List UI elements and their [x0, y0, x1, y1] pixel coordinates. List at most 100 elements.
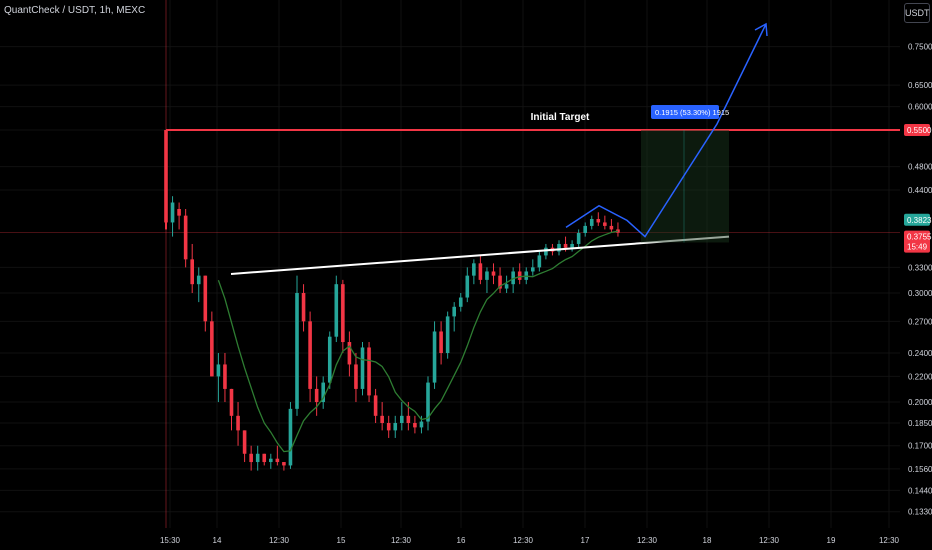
- currency-button[interactable]: USDT: [904, 3, 930, 23]
- y-tick-label: 0.2000: [908, 398, 932, 407]
- candle-body: [563, 243, 568, 248]
- y-tick-label: 0.1440: [908, 486, 932, 495]
- chart-title: QuantCheck / USDT, 1h, MEXC: [4, 5, 146, 16]
- candle-body: [282, 462, 286, 466]
- candle-body: [367, 347, 371, 396]
- y-tick-label: 0.1330: [908, 508, 932, 517]
- x-tick-label: 12:30: [269, 536, 290, 545]
- candle-body: [557, 243, 561, 252]
- candle-body: [531, 267, 535, 272]
- candle-body: [327, 336, 332, 383]
- x-tick-label: 15:30: [160, 536, 181, 545]
- measure-label: 0.1915 (53.30%) 1915: [655, 108, 729, 117]
- x-tick-label: 12:30: [637, 536, 658, 545]
- candle-body: [478, 263, 483, 280]
- candle-body: [321, 382, 325, 403]
- candle-body: [334, 284, 339, 337]
- y-tick-label: 0.3000: [908, 289, 932, 298]
- candle-body: [583, 225, 587, 233]
- candle-body: [288, 408, 293, 466]
- x-tick-label: 19: [827, 536, 836, 545]
- x-tick-label: 18: [703, 536, 712, 545]
- candle-body: [236, 415, 240, 431]
- x-tick-label: 17: [581, 536, 590, 545]
- candle-body: [596, 219, 601, 223]
- candle-body: [308, 321, 312, 389]
- candle-body: [262, 453, 267, 463]
- candle-body: [465, 275, 470, 298]
- y-tick-label: 0.2200: [908, 372, 932, 381]
- y-tick-label: 0.7500: [908, 43, 932, 52]
- candle-body: [177, 208, 181, 216]
- candle-body: [458, 297, 463, 307]
- candle-body: [341, 284, 345, 343]
- y-tick-label: 0.2700: [908, 317, 932, 326]
- candle-body: [517, 271, 522, 280]
- candle-body: [242, 430, 247, 454]
- moving-average-line: [217, 230, 619, 453]
- candle-body: [498, 275, 502, 289]
- candle-body: [400, 415, 404, 424]
- current-price-label: 0.3755: [907, 233, 932, 242]
- x-tick-label: 12:30: [759, 536, 780, 545]
- candle-body: [295, 293, 299, 409]
- candle-body: [426, 382, 430, 422]
- candle-body: [170, 202, 175, 223]
- candle-body: [511, 271, 515, 285]
- candle-body: [347, 342, 352, 365]
- candle-body: [544, 247, 548, 256]
- candle-body: [354, 364, 358, 389]
- countdown-label: 15:49: [907, 243, 928, 252]
- resistance-price-tag: [904, 124, 930, 136]
- x-tick-label: 12:30: [879, 536, 900, 545]
- arrow-head-icon: [754, 22, 768, 37]
- candle-body: [275, 458, 280, 463]
- candle-body: [229, 388, 234, 416]
- trendline: [230, 235, 730, 275]
- candle-body: [223, 364, 227, 389]
- candle-body: [445, 316, 450, 354]
- candle-body: [360, 347, 365, 389]
- y-tick-label: 0.6500: [908, 81, 932, 90]
- candle-body: [203, 275, 208, 322]
- candle-body: [314, 388, 319, 403]
- candle-body: [439, 331, 443, 354]
- y-tick-label: 0.4800: [908, 163, 932, 172]
- y-tick-label: 0.2400: [908, 349, 932, 358]
- y-tick-label: 0.6000: [908, 103, 932, 112]
- current-price-tag: [904, 230, 930, 253]
- candle-body: [216, 364, 221, 377]
- candle-body: [249, 453, 253, 463]
- x-tick-label: 15: [337, 536, 346, 545]
- candle-body: [380, 415, 384, 424]
- projection-arrow: [565, 23, 767, 238]
- last-price-label: 0.3823: [907, 216, 932, 225]
- candle-body: [472, 263, 476, 276]
- candle-body: [196, 275, 201, 285]
- candle-body: [589, 219, 594, 226]
- x-tick-label: 12:30: [513, 536, 534, 545]
- candle-body: [190, 259, 194, 285]
- initial-target-label: Initial Target: [531, 112, 590, 123]
- candle-body: [393, 423, 398, 431]
- target-box: [641, 130, 729, 243]
- candle-body: [210, 321, 214, 377]
- x-tick-label: 12:30: [391, 536, 412, 545]
- candle-body: [183, 215, 188, 260]
- candle-body: [576, 232, 581, 244]
- y-tick-label: 0.1700: [908, 442, 932, 451]
- candle-body: [413, 423, 417, 428]
- candle-body: [570, 243, 574, 248]
- y-tick-label: 0.4400: [908, 186, 932, 195]
- candle-body: [432, 331, 437, 383]
- candle-body: [452, 306, 456, 317]
- resistance-price-label: 0.5500: [907, 126, 932, 135]
- y-tick-label: 0.3300: [908, 263, 932, 272]
- x-tick-label: 16: [457, 536, 466, 545]
- x-tick-label: 14: [213, 536, 222, 545]
- last-price-tag: [904, 213, 930, 226]
- candle-body: [603, 222, 607, 226]
- candle-body: [609, 225, 614, 230]
- y-tick-label: 0.1850: [908, 419, 932, 428]
